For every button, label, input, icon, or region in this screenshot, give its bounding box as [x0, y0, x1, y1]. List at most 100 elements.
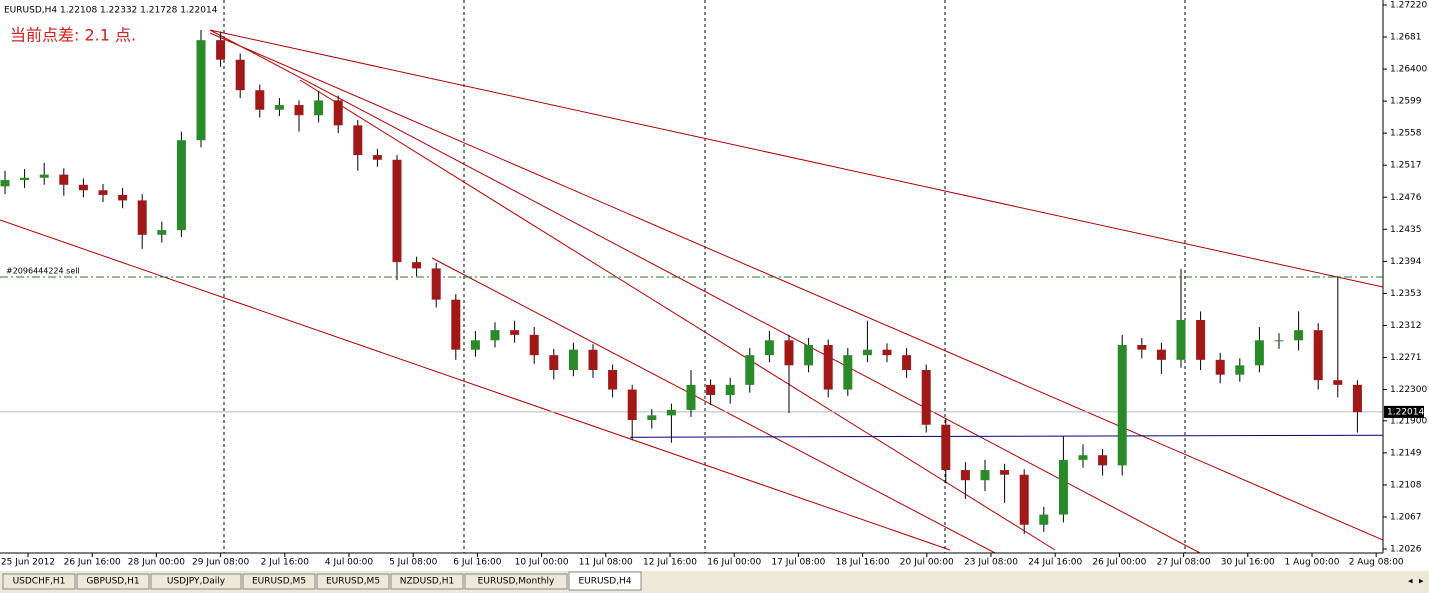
candle-body — [1000, 470, 1010, 475]
candle-body — [176, 140, 186, 231]
candle-body — [59, 174, 69, 185]
candle-body — [235, 59, 245, 91]
x-tick-label: 10 Jul 00:00 — [515, 558, 569, 568]
candle-body — [784, 340, 794, 366]
candle-body — [1254, 340, 1264, 366]
candle-body — [118, 194, 128, 201]
tab[interactable] — [2, 573, 76, 590]
tab-label[interactable]: USDJPY,Daily — [167, 577, 226, 587]
tab-label[interactable]: EURUSD,Monthly — [478, 577, 555, 587]
candle-body — [980, 470, 990, 481]
tab-scroll[interactable]: ◂ ▸ — [1408, 577, 1424, 587]
candle-body — [1333, 380, 1343, 385]
x-tick-label: 11 Jul 08:00 — [579, 558, 633, 568]
candle-body — [412, 262, 422, 269]
candle-body — [843, 355, 853, 390]
candle-body — [1352, 384, 1362, 413]
y-tick-label: 1.22300 — [1390, 385, 1427, 395]
x-tick-label: 26 Jun 16:00 — [64, 558, 121, 568]
x-tick-label: 2 Aug 08:00 — [1349, 558, 1404, 568]
x-tick-label: 23 Jul 08:00 — [964, 558, 1018, 568]
chart-header: EURUSD,H4 1.22108 1.22332 1.21728 1.2201… — [4, 6, 218, 16]
tab-label[interactable]: EURUSD,H4 — [578, 577, 631, 587]
trend-line — [431, 257, 996, 553]
support-line — [629, 434, 1383, 438]
x-tick-label: 16 Jul 00:00 — [707, 558, 761, 568]
y-tick-label: 1.2435 — [1390, 225, 1422, 235]
tab-label[interactable]: NZDUSD,H1 — [400, 577, 454, 587]
candle-body — [1117, 345, 1127, 466]
y-tick-label: 1.2353 — [1390, 289, 1422, 299]
spread-annotation: 当前点差: 2.1 点. — [10, 26, 136, 45]
candle-body — [1235, 365, 1245, 375]
y-tick-label: 1.2599 — [1390, 97, 1422, 107]
tab[interactable] — [390, 573, 464, 590]
scroll-left[interactable]: ◂ — [1408, 577, 1413, 587]
candle-body — [764, 340, 774, 356]
tab-label[interactable]: EURUSD,M5 — [252, 577, 306, 587]
candle-body — [353, 125, 363, 156]
trend-line — [209, 32, 1383, 541]
x-tick-label: 25 Jun 2012 — [1, 558, 55, 568]
tab[interactable] — [568, 571, 642, 591]
x-tick-label: 29 Jun 08:00 — [192, 558, 249, 568]
candle-body — [490, 330, 500, 341]
candle-body — [549, 355, 559, 371]
order-label: #2096444224 sell — [6, 267, 80, 276]
x-tick-label: 30 Jul 16:00 — [1221, 558, 1275, 568]
x-tick-label: 26 Jul 00:00 — [1092, 558, 1146, 568]
candle-body — [157, 230, 167, 235]
trend-line — [0, 219, 951, 551]
y-tick-label: 1.2271 — [1390, 353, 1422, 363]
candle-body — [1176, 319, 1186, 360]
candle-body — [902, 355, 912, 371]
candle-body — [98, 190, 108, 195]
candle-body — [1058, 459, 1068, 515]
scroll-right[interactable]: ▸ — [1419, 577, 1424, 587]
candle-body — [372, 155, 382, 160]
candle-body — [510, 330, 520, 335]
candle-body — [0, 180, 10, 187]
candle-body — [137, 200, 147, 235]
candle-body — [1196, 319, 1206, 360]
candle-body — [1098, 455, 1108, 466]
candle-body — [960, 470, 970, 481]
x-tick-label: 2 Jul 16:00 — [261, 558, 310, 568]
candle-body — [647, 415, 657, 421]
x-tick-label: 1 Aug 00:00 — [1285, 558, 1340, 568]
current-price-box — [1384, 405, 1424, 418]
tab[interactable] — [242, 573, 316, 590]
candle-body — [627, 389, 637, 421]
candle-body — [216, 40, 226, 60]
candle-body — [568, 349, 578, 371]
tab-label[interactable]: EURUSD,M5 — [326, 577, 380, 587]
candle-body — [294, 105, 304, 116]
tab-label[interactable]: GBPUSD,H1 — [86, 577, 139, 587]
candle-body — [78, 184, 88, 191]
x-tick-label: 28 Jun 00:00 — [128, 558, 185, 568]
tabs: USDCHF,H1 GBPUSD,H1 USDJPY,Daily EURUSD,M5 E… — [2, 571, 642, 591]
tab[interactable] — [316, 573, 390, 590]
candle-body — [941, 424, 951, 471]
y-tick-label: 1.2067 — [1390, 512, 1422, 522]
tab[interactable] — [76, 573, 150, 590]
candle-body — [1156, 349, 1166, 360]
x-tick-label: 17 Jul 08:00 — [771, 558, 825, 568]
tab-label[interactable]: USDCHF,H1 — [13, 577, 66, 587]
candle-body — [686, 384, 696, 410]
tab[interactable] — [150, 573, 242, 590]
x-tick-label: 20 Jul 00:00 — [900, 558, 954, 568]
candle-body — [39, 174, 49, 178]
tab[interactable] — [464, 573, 568, 590]
candle-body — [1039, 514, 1049, 525]
candle-body — [20, 177, 30, 181]
y-tick-label: 1.2149 — [1390, 448, 1422, 458]
candle-body — [431, 268, 441, 300]
candle-body — [588, 349, 598, 371]
candle-body — [725, 384, 735, 396]
y-tick-label: 1.2558 — [1390, 129, 1422, 139]
current-price-label: 1.22014 — [1387, 407, 1424, 417]
plot — [0, 30, 1383, 535]
candle-body — [392, 159, 402, 263]
